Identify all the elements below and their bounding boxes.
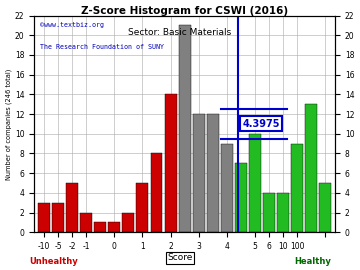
Text: Healthy: Healthy — [294, 257, 331, 266]
Bar — [122, 212, 134, 232]
Bar — [66, 183, 78, 232]
Text: ©www.textbiz.org: ©www.textbiz.org — [40, 22, 104, 28]
Text: Score: Score — [167, 253, 193, 262]
Bar — [235, 163, 247, 232]
Bar — [80, 212, 92, 232]
Bar — [263, 193, 275, 232]
Text: Unhealthy: Unhealthy — [29, 257, 77, 266]
Bar — [207, 114, 219, 232]
Bar — [52, 203, 64, 232]
Bar — [165, 94, 176, 232]
Bar — [249, 134, 261, 232]
Bar — [305, 104, 317, 232]
Bar — [221, 144, 233, 232]
Bar — [136, 183, 148, 232]
Title: Z-Score Histogram for CSWI (2016): Z-Score Histogram for CSWI (2016) — [81, 6, 288, 16]
Bar — [94, 222, 106, 232]
Bar — [179, 25, 190, 232]
Bar — [291, 144, 303, 232]
Y-axis label: Number of companies (246 total): Number of companies (246 total) — [5, 68, 12, 180]
Text: The Research Foundation of SUNY: The Research Foundation of SUNY — [40, 44, 164, 50]
Bar — [319, 183, 331, 232]
Bar — [108, 222, 120, 232]
Bar — [150, 153, 162, 232]
Bar — [193, 114, 205, 232]
Text: Sector: Basic Materials: Sector: Basic Materials — [129, 28, 231, 37]
Text: 4.3975: 4.3975 — [242, 119, 280, 129]
Bar — [38, 203, 50, 232]
Bar — [277, 193, 289, 232]
